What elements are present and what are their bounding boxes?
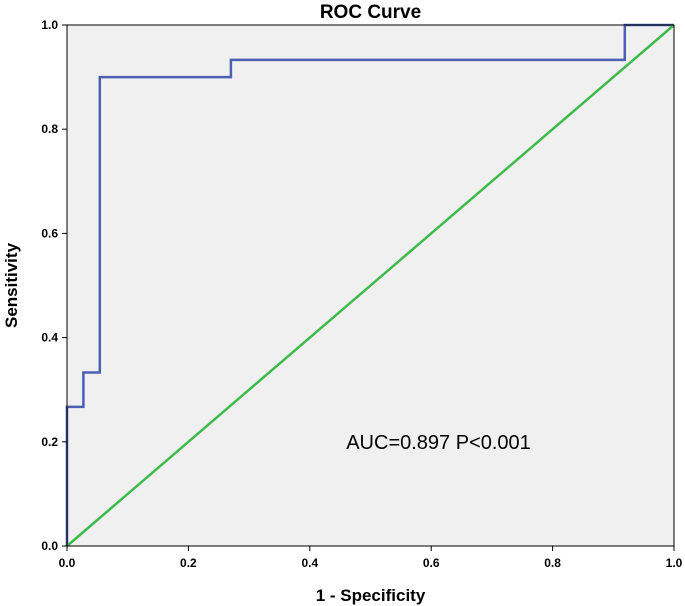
chart-title: ROC Curve xyxy=(320,2,421,23)
y-axis-title: Sensitivity xyxy=(2,242,21,328)
y-tick-label: 0.6 xyxy=(41,226,58,240)
auc-annotation: AUC=0.897 P<0.001 xyxy=(346,432,531,454)
x-tick-label: 0.8 xyxy=(544,556,561,570)
y-tick-label: 0.4 xyxy=(41,331,58,345)
y-tick-label: 1.0 xyxy=(41,18,58,32)
x-tick-label: 0.6 xyxy=(423,556,440,570)
x-tick-label: 0.0 xyxy=(59,556,76,570)
x-axis-title: 1 - Specificity xyxy=(316,586,426,605)
y-tick-label: 0.8 xyxy=(41,122,58,136)
y-tick-label: 0.0 xyxy=(41,539,58,553)
x-tick-label: 0.4 xyxy=(301,556,318,570)
x-tick-label: 0.2 xyxy=(180,556,197,570)
ticks-layer: 0.0 0.2 0.4 0.6 0.8 1.0 0.0 0.2 0.4 0.6 0.8 1.0 xyxy=(41,18,682,570)
series-layer xyxy=(65,23,675,547)
x-tick-label: 1.0 xyxy=(666,556,683,570)
reference-diagonal-line xyxy=(66,24,675,547)
roc-curve-line xyxy=(65,23,674,546)
plot-frame xyxy=(66,24,675,547)
y-tick-label: 0.2 xyxy=(41,435,58,449)
